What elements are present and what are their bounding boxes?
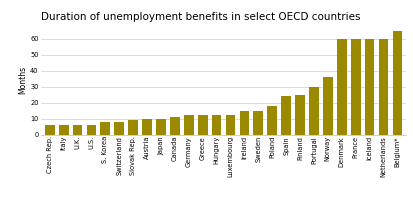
Bar: [114, 122, 124, 135]
Bar: [253, 111, 263, 135]
Bar: [142, 118, 152, 135]
Bar: [309, 87, 318, 135]
Bar: [322, 77, 332, 135]
Bar: [170, 117, 179, 135]
Y-axis label: Months: Months: [18, 66, 27, 94]
Bar: [239, 111, 249, 135]
Bar: [86, 125, 96, 135]
Bar: [350, 39, 360, 135]
Bar: [73, 125, 82, 135]
Text: Duration of unemployment benefits in select OECD countries: Duration of unemployment benefits in sel…: [41, 13, 360, 23]
Bar: [225, 115, 235, 135]
Bar: [183, 115, 193, 135]
Bar: [267, 106, 276, 135]
Bar: [294, 95, 304, 135]
Bar: [378, 39, 387, 135]
Bar: [364, 39, 373, 135]
Bar: [392, 31, 401, 135]
Bar: [128, 120, 138, 135]
Bar: [59, 125, 68, 135]
Bar: [336, 39, 346, 135]
Bar: [211, 115, 221, 135]
Bar: [197, 115, 207, 135]
Bar: [280, 96, 290, 135]
Bar: [156, 118, 166, 135]
Bar: [45, 125, 55, 135]
Bar: [100, 122, 110, 135]
